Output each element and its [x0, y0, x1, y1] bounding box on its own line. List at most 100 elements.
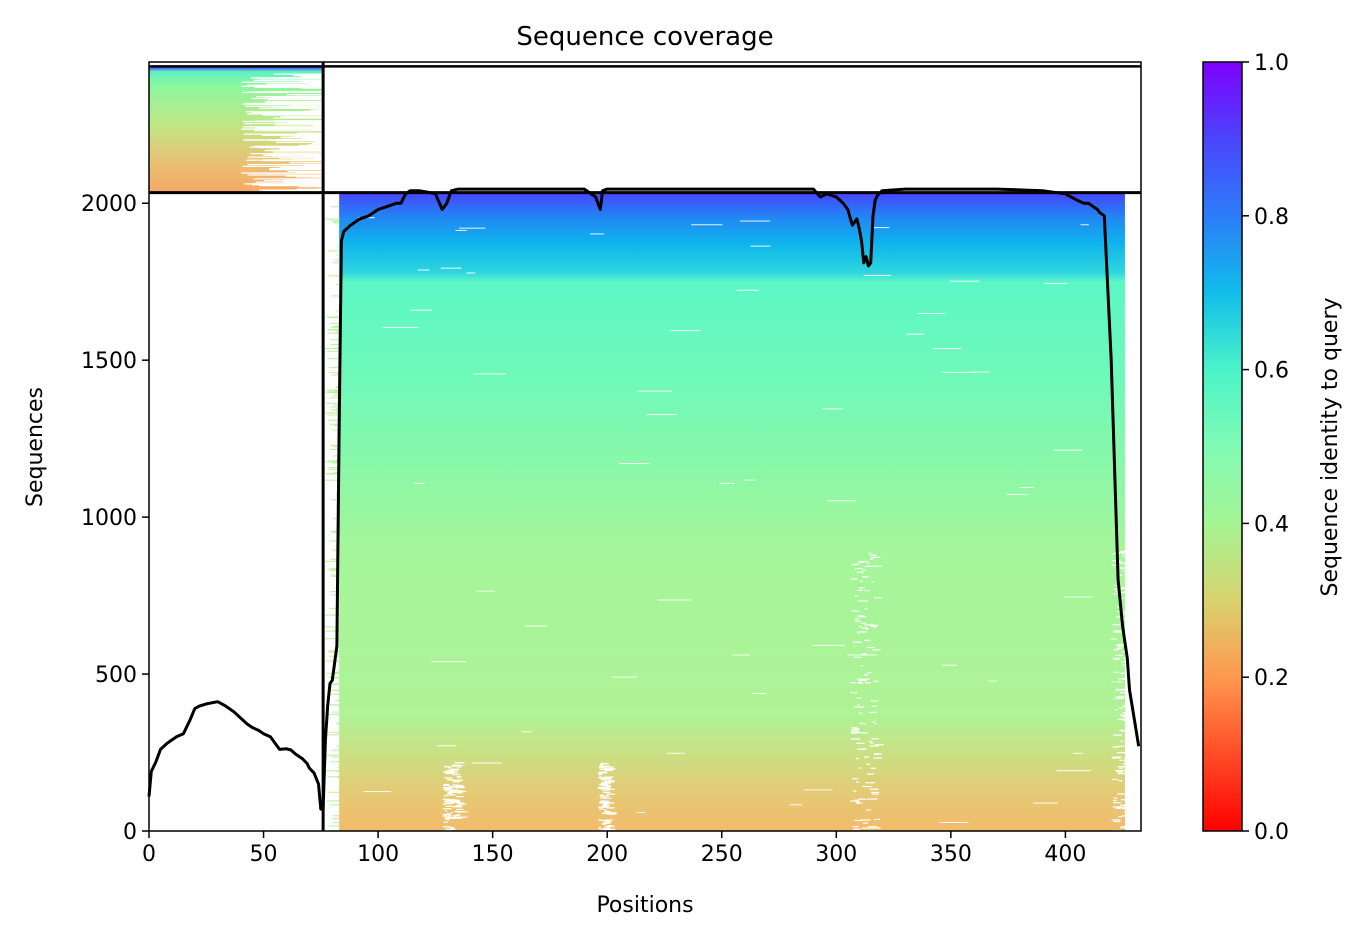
heatmap-gap: [458, 803, 466, 804]
heatmap-gap: [870, 745, 879, 746]
heatmap-gap: [330, 344, 339, 345]
heatmap-gap: [856, 743, 864, 744]
heatmap-gap: [855, 568, 862, 569]
heatmap-gap: [298, 172, 323, 173]
heatmap-gap: [972, 372, 989, 373]
heatmap-gap: [867, 647, 874, 648]
heatmap-gap: [466, 272, 475, 273]
heatmap-gap: [1020, 487, 1034, 488]
heatmap-gap: [861, 819, 870, 820]
heatmap-gap: [636, 812, 645, 813]
heatmap-gap: [472, 762, 502, 763]
heatmap-gap: [1116, 689, 1125, 690]
heatmap-gap: [1113, 800, 1117, 801]
heatmap-gap: [448, 817, 457, 818]
heatmap-gap: [334, 222, 339, 223]
main-segment-heatmap: [339, 193, 1125, 831]
heatmap-gap: [1117, 644, 1124, 645]
heatmap-gap: [275, 97, 323, 98]
heatmap-gap: [812, 645, 845, 646]
heatmap-gap: [1117, 647, 1122, 648]
heatmap-gap: [1113, 649, 1117, 650]
heatmap-gap: [856, 781, 859, 782]
heatmap-gap: [1123, 661, 1126, 662]
heatmap-gap: [450, 789, 458, 790]
y-tick-label: 2000: [81, 192, 137, 217]
heatmap-gap: [327, 351, 339, 352]
heatmap-gap: [297, 133, 323, 134]
heatmap-gap: [451, 766, 455, 767]
heatmap-gap: [474, 373, 506, 374]
heatmap-gap: [456, 781, 458, 782]
y-axis-label: Sequences: [23, 387, 48, 507]
heatmap-gap: [852, 564, 855, 565]
heatmap-gap: [864, 757, 869, 758]
heatmap-gap: [750, 246, 770, 247]
heatmap-gap: [605, 822, 612, 823]
heatmap-gap: [331, 761, 339, 762]
heatmap-gap: [451, 794, 456, 795]
heatmap-gap: [869, 553, 871, 554]
heatmap-gap: [431, 661, 466, 662]
heatmap-gap: [1123, 763, 1126, 764]
heatmap-gap: [329, 825, 339, 826]
heatmap-gap: [855, 564, 859, 565]
colorbar-tick-label: 0.2: [1254, 666, 1289, 691]
heatmap-gap: [338, 804, 339, 805]
heatmap-gap: [853, 642, 862, 643]
colorbar-label: Sequence identity to query: [1318, 297, 1343, 596]
heatmap-gap: [279, 148, 323, 149]
heatmap-gap: [859, 712, 862, 713]
heatmap-gap: [444, 795, 449, 796]
heatmap-gap: [599, 771, 603, 772]
heatmap-gap: [866, 809, 871, 810]
heatmap-gap: [862, 576, 869, 577]
heatmap-gap: [271, 140, 323, 141]
heatmap-gap: [605, 769, 613, 770]
heatmap-gap: [872, 793, 879, 794]
heatmap-gap: [443, 799, 450, 800]
heatmap-gap: [857, 631, 867, 632]
heatmap-gap: [1056, 770, 1091, 771]
heatmap-gap: [332, 712, 339, 713]
heatmap-gap: [854, 820, 862, 821]
heatmap-gap: [874, 754, 879, 755]
heatmap-gap: [790, 804, 802, 805]
heatmap-gap: [337, 245, 339, 246]
colorbar-tick-label: 1.0: [1254, 51, 1289, 76]
heatmap-gap: [1120, 827, 1128, 828]
heatmap-gap: [287, 128, 323, 129]
colorbar-tick-label: 0.8: [1254, 205, 1289, 230]
heatmap-gap: [874, 819, 880, 820]
heatmap-gap: [851, 578, 858, 579]
heatmap-gap: [329, 732, 340, 733]
heatmap-gap: [1112, 746, 1118, 747]
heatmap-gap: [804, 789, 832, 790]
heatmap-gap: [1122, 665, 1124, 666]
heatmap-gap: [856, 758, 859, 759]
heatmap-gap: [857, 590, 863, 591]
heatmap-gap: [852, 826, 858, 827]
heatmap-gap: [865, 590, 871, 591]
heatmap-gap: [918, 313, 946, 314]
heatmap-gap: [456, 814, 461, 815]
heatmap-gap: [847, 654, 877, 655]
x-tick-label: 400: [1044, 842, 1086, 867]
heatmap-gap: [254, 130, 323, 131]
heatmap-gap: [852, 778, 858, 779]
heatmap-gap: [265, 101, 323, 102]
heatmap-gap: [691, 224, 722, 225]
heatmap-gap: [862, 786, 871, 787]
heatmap-gap: [281, 121, 323, 122]
heatmap-gap: [865, 566, 873, 567]
heatmap-gap: [300, 76, 323, 77]
heatmap-gap: [444, 777, 452, 778]
heatmap-gap: [871, 700, 878, 701]
heatmap-gap: [1064, 596, 1092, 597]
heatmap-gap: [1119, 760, 1122, 761]
heatmap-gap: [289, 157, 323, 158]
heatmap-gap: [330, 323, 339, 324]
heatmap-gap: [447, 813, 450, 814]
heatmap-gap: [598, 819, 600, 820]
